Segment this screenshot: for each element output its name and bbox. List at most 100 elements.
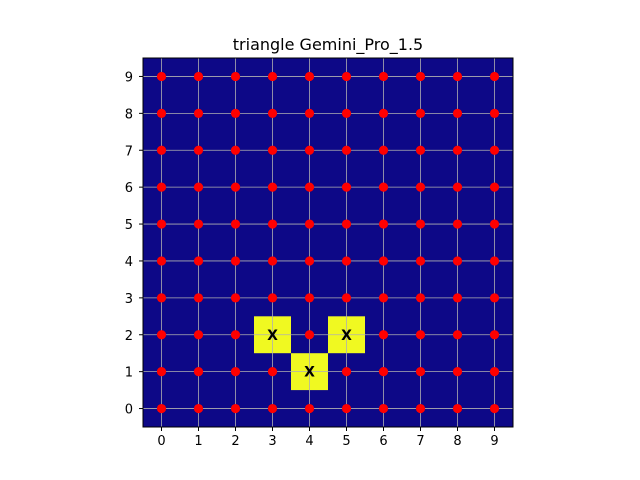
x-tick-label: 6 xyxy=(379,434,387,449)
data-point xyxy=(156,71,167,82)
cell-marker-label: X xyxy=(341,328,352,344)
data-point xyxy=(304,219,315,229)
cell-marker-label: X xyxy=(304,365,315,381)
data-point xyxy=(304,182,315,192)
data-point xyxy=(156,403,167,414)
x-tick-label: 4 xyxy=(305,434,313,449)
data-point xyxy=(341,108,352,118)
data-point xyxy=(452,330,463,340)
chart-title: triangle Gemini_Pro_1.5 xyxy=(233,35,423,55)
data-point xyxy=(341,256,352,266)
data-point xyxy=(415,293,426,303)
data-point xyxy=(452,219,463,229)
y-tick-label: 6 xyxy=(125,181,133,196)
data-point xyxy=(230,219,241,229)
x-tick-label: 2 xyxy=(231,434,239,449)
data-point xyxy=(304,71,315,82)
data-point xyxy=(341,293,352,303)
x-tick-label: 1 xyxy=(194,434,202,449)
axes-frame xyxy=(142,57,514,428)
data-point xyxy=(452,256,463,266)
data-point xyxy=(489,219,500,229)
data-point xyxy=(415,145,426,155)
data-point xyxy=(267,182,278,192)
data-point xyxy=(230,71,241,82)
data-point xyxy=(156,367,167,377)
data-point xyxy=(378,71,389,82)
data-point xyxy=(452,293,463,303)
data-point xyxy=(230,293,241,303)
data-point xyxy=(230,330,241,340)
data-point xyxy=(378,219,389,229)
data-point xyxy=(452,145,463,155)
data-point xyxy=(193,330,204,340)
data-point xyxy=(415,367,426,377)
data-point xyxy=(193,145,204,155)
y-tick-label: 7 xyxy=(125,144,133,159)
data-point xyxy=(267,367,278,377)
data-point xyxy=(156,182,167,192)
x-tick-label: 8 xyxy=(453,434,461,449)
data-point xyxy=(415,256,426,266)
data-point xyxy=(341,182,352,192)
data-point xyxy=(304,256,315,266)
data-point xyxy=(341,403,352,414)
data-point xyxy=(267,293,278,303)
y-tick-label: 9 xyxy=(125,70,133,85)
data-point xyxy=(415,330,426,340)
y-tick-label: 1 xyxy=(125,366,133,381)
data-point xyxy=(230,403,241,414)
y-axis: 0 1 2 3 4 5 6 7 8 9 xyxy=(125,70,143,418)
data-point xyxy=(156,145,167,155)
data-point xyxy=(452,108,463,118)
data-point xyxy=(193,182,204,192)
data-point xyxy=(193,256,204,266)
x-tick-label: 3 xyxy=(268,434,276,449)
data-point xyxy=(267,71,278,82)
data-point xyxy=(452,403,463,414)
data-point xyxy=(304,145,315,155)
y-tick-label: 8 xyxy=(125,107,133,122)
data-point xyxy=(378,367,389,377)
data-point xyxy=(156,256,167,266)
data-point xyxy=(304,403,315,414)
data-point xyxy=(378,293,389,303)
data-point xyxy=(489,367,500,377)
data-point xyxy=(415,219,426,229)
data-point xyxy=(341,71,352,82)
data-point xyxy=(415,182,426,192)
data-point xyxy=(489,256,500,266)
data-point xyxy=(156,330,167,340)
data-point xyxy=(304,330,315,340)
data-point xyxy=(415,71,426,82)
data-point xyxy=(341,145,352,155)
data-point xyxy=(489,293,500,303)
data-point xyxy=(193,71,204,82)
data-point xyxy=(378,256,389,266)
data-point xyxy=(489,403,500,414)
data-point xyxy=(156,293,167,303)
data-point xyxy=(267,108,278,118)
data-point xyxy=(415,403,426,414)
y-tick-label: 4 xyxy=(125,255,133,270)
x-tick-label: 9 xyxy=(490,434,498,449)
data-point xyxy=(230,182,241,192)
data-point xyxy=(267,145,278,155)
data-point xyxy=(378,108,389,118)
data-point xyxy=(378,330,389,340)
data-point xyxy=(378,403,389,414)
data-point xyxy=(489,330,500,340)
data-point xyxy=(489,108,500,118)
data-point xyxy=(378,182,389,192)
data-point xyxy=(267,219,278,229)
data-point xyxy=(230,256,241,266)
plot-area: X X X xyxy=(142,57,514,428)
x-tick-label: 0 xyxy=(157,434,165,449)
data-point xyxy=(156,219,167,229)
data-point xyxy=(230,367,241,377)
x-tick-label: 7 xyxy=(416,434,424,449)
y-tick-label: 5 xyxy=(125,218,133,233)
y-tick-label: 3 xyxy=(125,292,133,307)
data-point xyxy=(193,219,204,229)
data-point xyxy=(230,145,241,155)
